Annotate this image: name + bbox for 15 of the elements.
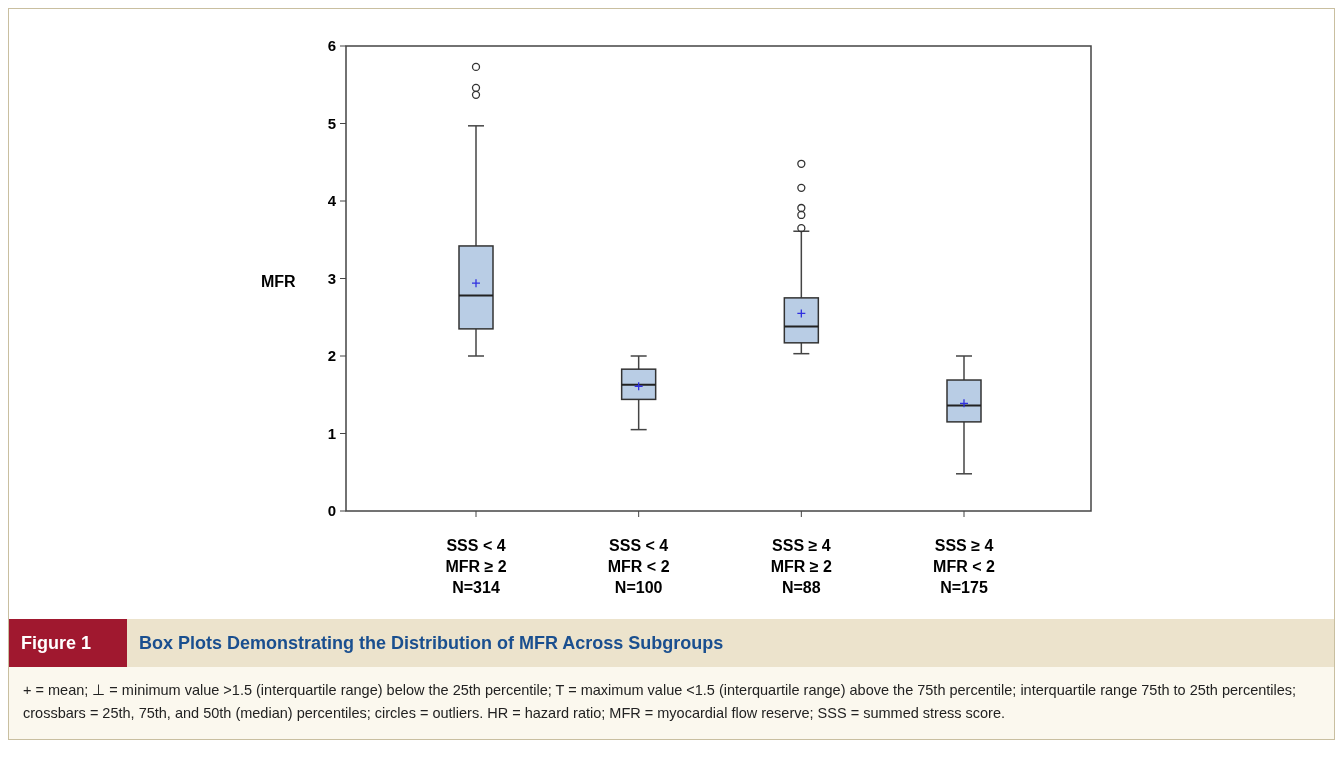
text: Box Plots Demonstrating the Distribution of MFR Across Subgroups	[138, 632, 724, 654]
y-axis-title: MFR	[261, 272, 297, 290]
x-tick-label: SSS ≥ 4 MFR ≥ 2 N=88	[770, 537, 833, 596]
y-tick-label: 6	[327, 37, 336, 55]
x-tick-label: SSS < 4 MFR ≥ 2 N=314	[445, 537, 507, 596]
x-tick-label: SSS < 4 MFR < 2 N=100	[607, 537, 670, 596]
y-tick-label: 5	[327, 114, 336, 132]
y-tick-label: 2	[327, 347, 336, 365]
y-tick-label: 4	[327, 192, 337, 210]
y-tick-label: 0	[327, 502, 336, 520]
y-tick-label: 1	[327, 424, 336, 442]
x-tick-label: SSS ≥ 4 MFR < 2 N=175	[933, 537, 995, 596]
y-tick-label: 3	[327, 269, 336, 287]
text: + = mean; ⊥ = minimum value >1.5 (interquartile range) below the 25th percentile; T = maximum value <1.5 (interquartile range) above the 75th percentile; interquartile range 75th to 25th percentiles; crossbars = 25th, 75th, and 50th (median) percentiles; circles = outliers. HR = hazard ratio; MFR = myocardial flow reserve; SSS = summed stress score.	[23, 681, 1298, 723]
caption: Figure 1	[9, 619, 127, 667]
